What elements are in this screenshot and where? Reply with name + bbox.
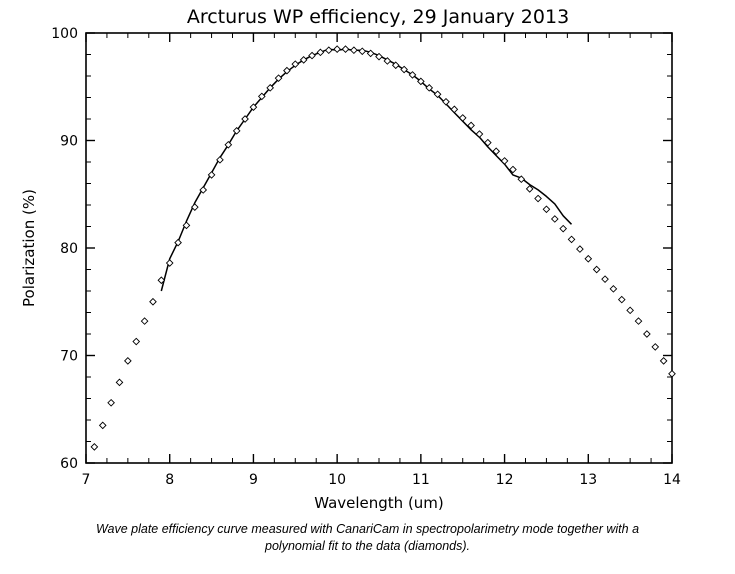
diamond-point — [626, 306, 634, 315]
diamond-point — [584, 254, 593, 263]
diamond-point — [199, 186, 208, 194]
diamond-point — [107, 398, 115, 407]
diamond-point — [617, 295, 626, 304]
diamond-point — [634, 317, 643, 325]
diamond-point — [324, 46, 333, 55]
diamond-point — [165, 259, 174, 267]
diamond-point — [550, 215, 559, 223]
diamond-point — [668, 369, 676, 378]
y-axis-label: Polarization (%) — [20, 189, 38, 307]
diamond-point — [115, 378, 124, 387]
chart-title: Arcturus WP efficiency, 29 January 2013 — [187, 6, 569, 28]
diamond-point — [182, 221, 191, 230]
diamond-point — [274, 74, 283, 82]
x-axis-label: Wavelength (um) — [314, 494, 444, 512]
diamond-point — [467, 121, 475, 130]
diamond-point — [316, 48, 325, 57]
diamond-point — [132, 337, 141, 346]
x-tick-label: 7 — [82, 472, 91, 488]
caption-line-1: Wave plate efficiency curve measured wit… — [95, 522, 640, 536]
diamond-point — [425, 83, 434, 92]
diamond-point — [249, 103, 258, 112]
plot-frame — [85, 32, 673, 464]
diamond-point — [601, 275, 609, 284]
diamond-point — [651, 343, 660, 351]
diamond-point — [224, 140, 233, 149]
diamond-point — [333, 45, 341, 53]
diamond-point — [483, 138, 492, 147]
diamond-point — [609, 285, 618, 293]
diamond-point — [391, 61, 400, 70]
diamond-point — [534, 194, 542, 203]
diamond-point — [400, 65, 408, 74]
diamond-point — [157, 276, 166, 285]
chart: Arcturus WP efficiency, 29 January 2013 … — [20, 6, 681, 512]
diamond-point — [283, 66, 291, 75]
diamond-point — [492, 147, 501, 156]
diamond-point — [140, 317, 149, 325]
y-tick-label: 80 — [60, 241, 78, 257]
x-tick-label: 12 — [496, 472, 514, 488]
diamond-point — [98, 421, 107, 430]
diamond-point — [308, 51, 316, 60]
diamond-point — [299, 56, 308, 64]
diamond-point — [500, 157, 509, 165]
x-tick-label: 8 — [165, 472, 174, 488]
diamond-point — [433, 90, 442, 99]
diamond-point — [90, 443, 99, 451]
diamond-point — [149, 297, 157, 306]
diamond-point — [567, 235, 576, 244]
diamond-point — [257, 92, 266, 101]
diamond-point — [509, 165, 517, 174]
diamond-point — [190, 203, 199, 211]
diamond-point — [517, 175, 526, 184]
diamond-point — [207, 171, 216, 179]
x-tick-label: 14 — [663, 472, 681, 488]
y-tick-label: 70 — [60, 349, 78, 365]
diamond-point — [375, 52, 383, 61]
diamond-point — [232, 126, 241, 135]
y-tick-label: 100 — [51, 26, 78, 42]
diamond-point — [408, 71, 417, 79]
diamond-point — [341, 45, 350, 53]
diamond-point — [475, 130, 484, 138]
diamond-point — [659, 357, 668, 365]
diamond-point — [291, 60, 300, 69]
diamond-point — [442, 97, 450, 106]
diamond-point — [366, 49, 375, 58]
x-axis: 7 8 9 10 11 12 13 14 — [82, 33, 681, 488]
diamond-point — [643, 330, 651, 338]
diamond-point — [216, 156, 224, 164]
x-tick-label: 11 — [412, 472, 430, 488]
diamond-point — [576, 245, 584, 253]
diamond-point — [241, 115, 249, 123]
diamond-point — [542, 205, 551, 214]
x-tick-label: 13 — [579, 472, 597, 488]
x-tick-label: 9 — [249, 472, 258, 488]
figure-caption: Wave plate efficiency curve measured wit… — [0, 521, 735, 555]
diamond-point — [350, 46, 358, 55]
polynomial-fit-diamonds — [90, 45, 676, 451]
diamond-point — [174, 238, 182, 247]
diamond-point — [450, 105, 459, 114]
diamond-point — [266, 83, 275, 92]
diamond-point — [417, 77, 425, 86]
x-tick-label: 10 — [328, 472, 346, 488]
diamond-point — [525, 185, 534, 193]
diamond-point — [383, 57, 392, 65]
diamond-point — [358, 47, 367, 56]
y-axis: 60 70 80 90 100 — [51, 26, 672, 472]
diamond-point — [559, 224, 568, 233]
diamond-point — [458, 114, 467, 122]
diamond-point — [124, 357, 132, 365]
caption-line-2: polynomial fit to the data (diamonds). — [265, 539, 470, 553]
y-tick-label: 60 — [60, 456, 78, 472]
y-tick-label: 90 — [60, 134, 78, 150]
diamond-point — [592, 265, 601, 274]
